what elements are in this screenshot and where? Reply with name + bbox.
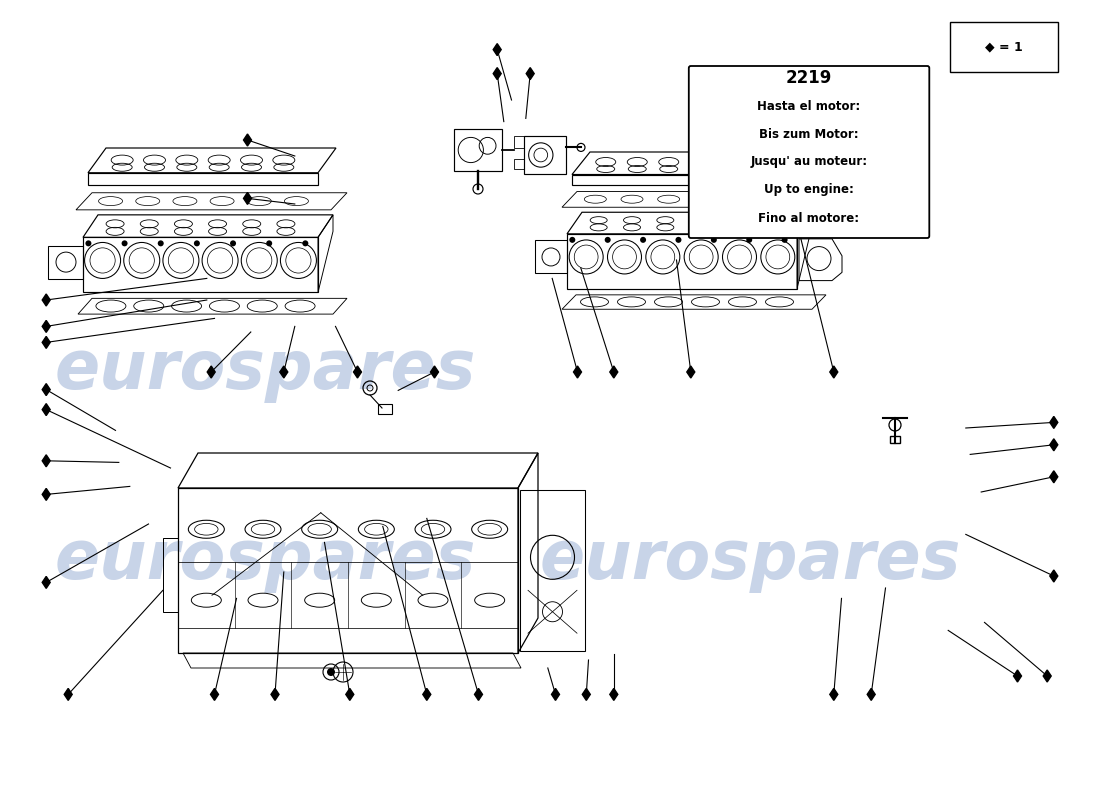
Polygon shape bbox=[1049, 570, 1058, 582]
Polygon shape bbox=[243, 192, 252, 204]
Circle shape bbox=[266, 240, 272, 246]
Polygon shape bbox=[42, 383, 51, 395]
Text: eurospares: eurospares bbox=[55, 527, 476, 593]
Polygon shape bbox=[345, 688, 354, 701]
Circle shape bbox=[711, 237, 717, 243]
Text: Bis zum Motor:: Bis zum Motor: bbox=[759, 127, 859, 141]
Polygon shape bbox=[279, 366, 288, 378]
Polygon shape bbox=[42, 403, 51, 416]
Text: 2219: 2219 bbox=[785, 69, 833, 87]
Text: ◆ = 1: ◆ = 1 bbox=[984, 41, 1023, 54]
Circle shape bbox=[230, 240, 236, 246]
Polygon shape bbox=[823, 192, 832, 204]
Polygon shape bbox=[823, 134, 832, 146]
Text: eurospares: eurospares bbox=[540, 527, 961, 593]
Polygon shape bbox=[686, 366, 695, 378]
Polygon shape bbox=[582, 688, 591, 701]
Text: Jusqu' au moteur:: Jusqu' au moteur: bbox=[750, 155, 868, 169]
Polygon shape bbox=[422, 688, 431, 701]
Polygon shape bbox=[1013, 670, 1022, 682]
Polygon shape bbox=[474, 688, 483, 701]
Polygon shape bbox=[64, 688, 73, 701]
Polygon shape bbox=[42, 576, 51, 589]
Polygon shape bbox=[271, 688, 279, 701]
Polygon shape bbox=[430, 366, 439, 378]
Polygon shape bbox=[551, 688, 560, 701]
Text: Fino al motore:: Fino al motore: bbox=[759, 211, 859, 225]
Bar bbox=[514, 158, 524, 169]
Polygon shape bbox=[353, 366, 362, 378]
Polygon shape bbox=[829, 366, 838, 378]
Circle shape bbox=[327, 668, 336, 676]
Polygon shape bbox=[42, 336, 51, 349]
Polygon shape bbox=[1049, 470, 1058, 482]
FancyBboxPatch shape bbox=[689, 66, 930, 238]
Polygon shape bbox=[42, 320, 51, 333]
Bar bbox=[514, 136, 524, 148]
Circle shape bbox=[640, 237, 646, 243]
Circle shape bbox=[675, 237, 682, 243]
Polygon shape bbox=[1043, 670, 1052, 682]
Polygon shape bbox=[609, 688, 618, 701]
Polygon shape bbox=[609, 366, 618, 378]
Polygon shape bbox=[210, 688, 219, 701]
Text: eurospares: eurospares bbox=[55, 337, 476, 403]
Polygon shape bbox=[1049, 439, 1058, 451]
Bar bbox=[524, 136, 567, 174]
Polygon shape bbox=[867, 688, 876, 701]
Polygon shape bbox=[243, 134, 252, 146]
Bar bbox=[454, 129, 502, 171]
Polygon shape bbox=[207, 366, 216, 378]
Circle shape bbox=[782, 237, 788, 243]
Circle shape bbox=[302, 240, 308, 246]
Text: Hasta el motor:: Hasta el motor: bbox=[758, 99, 860, 113]
Polygon shape bbox=[493, 43, 502, 56]
Bar bbox=[378, 404, 392, 414]
Polygon shape bbox=[42, 454, 51, 466]
Polygon shape bbox=[526, 68, 535, 80]
Bar bbox=[890, 436, 900, 443]
FancyBboxPatch shape bbox=[949, 22, 1058, 72]
Polygon shape bbox=[42, 294, 51, 306]
Polygon shape bbox=[1049, 416, 1058, 429]
Circle shape bbox=[194, 240, 200, 246]
Polygon shape bbox=[42, 488, 51, 501]
Circle shape bbox=[157, 240, 164, 246]
Polygon shape bbox=[829, 688, 838, 701]
Polygon shape bbox=[493, 68, 502, 80]
Polygon shape bbox=[573, 366, 582, 378]
Circle shape bbox=[746, 237, 752, 243]
Circle shape bbox=[122, 240, 128, 246]
Circle shape bbox=[570, 237, 575, 243]
Circle shape bbox=[86, 240, 91, 246]
Circle shape bbox=[605, 237, 610, 243]
Text: Up to engine:: Up to engine: bbox=[764, 183, 854, 197]
